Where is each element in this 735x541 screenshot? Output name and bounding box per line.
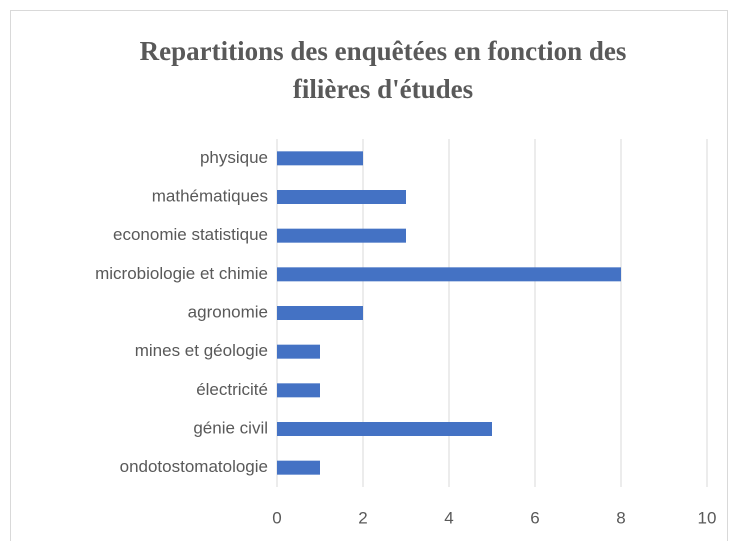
bar [277, 306, 363, 320]
y-tick-label: agronomie [188, 302, 268, 321]
bar [277, 151, 363, 166]
bar [277, 344, 320, 359]
chart-title: Repartitions des enquêtées en fonction d… [139, 36, 627, 104]
y-tick-label: mathématiques [152, 186, 268, 205]
bar [277, 460, 320, 475]
x-tick-label: 2 [358, 508, 367, 527]
y-tick-label: mines et géologie [135, 341, 268, 360]
bar [277, 267, 621, 282]
x-tick-label: 4 [444, 508, 453, 527]
y-tick-label: microbiologie et chimie [95, 264, 268, 283]
bar [277, 383, 320, 398]
y-tick-label: électricité [196, 380, 268, 399]
x-tick-label: 0 [272, 508, 281, 527]
x-tick-label: 10 [698, 508, 717, 527]
y-tick-label: ondotostomatologie [120, 457, 268, 476]
chart-border [10, 10, 728, 541]
bar [277, 228, 406, 243]
y-tick-label: physique [200, 148, 268, 167]
bar [277, 422, 492, 436]
bar [277, 190, 406, 204]
y-tick-label: génie civil [193, 418, 268, 437]
y-tick-label: economie statistique [113, 225, 268, 244]
x-tick-label: 8 [616, 508, 625, 527]
x-tick-label: 6 [530, 508, 539, 527]
